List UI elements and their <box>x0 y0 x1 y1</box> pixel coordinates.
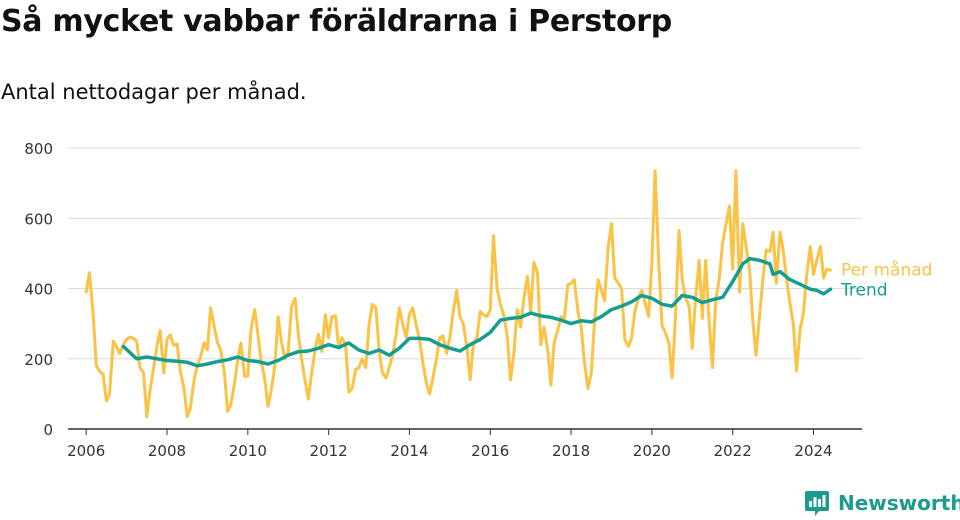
series-line-per-manad <box>84 169 832 419</box>
x-tick-label: 2008 <box>148 442 186 460</box>
x-tick-label: 2012 <box>310 442 348 460</box>
chart-subtitle: Antal nettodagar per månad. <box>1 80 307 104</box>
x-tick-label: 2010 <box>229 442 267 460</box>
x-tick-label: 2014 <box>390 442 428 460</box>
x-tick-label: 2020 <box>633 442 671 460</box>
y-tick-label: 200 <box>24 351 53 369</box>
y-tick-label: 800 <box>24 140 53 158</box>
x-tick-label: 2018 <box>552 442 590 460</box>
x-tick-label: 2024 <box>794 442 832 460</box>
y-tick-label: 400 <box>24 281 53 299</box>
brand-name: Newsworthy <box>838 491 960 515</box>
y-tick-label: 0 <box>43 421 53 439</box>
chart-title: Så mycket vabbar föräldrarna i Perstorp <box>1 4 672 39</box>
x-axis: 2006 2008 2010 2012 2014 2016 2018 2020 2022 2024 <box>67 428 862 460</box>
series-label-trend: Trend <box>840 281 888 301</box>
series-label-per-manad: Per månad <box>841 260 932 281</box>
series-line-trend <box>121 256 833 368</box>
x-tick-label: 2006 <box>67 442 105 460</box>
y-axis-tick-labels: 0 200 400 600 800 <box>24 140 53 439</box>
series-lines <box>84 169 833 419</box>
x-tick-label: 2016 <box>471 442 509 460</box>
y-tick-label: 600 <box>24 210 53 228</box>
bar-chart-logo-icon <box>805 491 829 516</box>
x-tick-label: 2022 <box>714 442 752 460</box>
newsworthy-brand: Newsworthy <box>804 488 960 518</box>
